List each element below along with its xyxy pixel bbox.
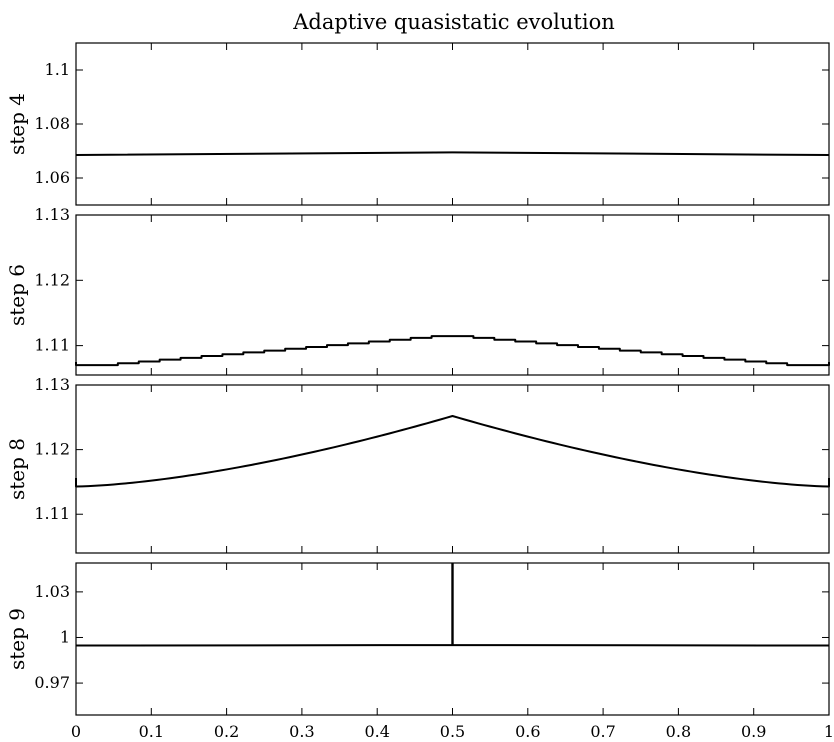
y-tick-label: 1.13 [34, 205, 70, 224]
y-axis-label: step 9 [5, 608, 29, 670]
y-tick-label: 1 [60, 627, 70, 646]
x-tick-label: 0.9 [741, 722, 766, 741]
y-axis-label: step 8 [5, 438, 29, 500]
y-tick-label: 1.12 [34, 270, 70, 289]
y-tick-label: 1.03 [34, 582, 70, 601]
axes-frame [75, 384, 830, 554]
x-tick-label: 0.5 [440, 722, 465, 741]
x-tick-label: 1 [824, 722, 834, 741]
y-tick-label: 1.11 [34, 504, 70, 523]
x-tick-label: 0.3 [289, 722, 314, 741]
y-tick-label: 1.11 [34, 336, 70, 355]
y-tick-label: 1.13 [34, 375, 70, 394]
x-tick-label: 0 [71, 722, 81, 741]
x-tick-label: 0.2 [214, 722, 239, 741]
y-tick-label: 1.1 [45, 60, 70, 79]
axes-frame [75, 214, 830, 376]
y-tick-label: 0.97 [34, 673, 70, 692]
y-axis-label: step 4 [5, 93, 29, 155]
chart-title: Adaptive quasistatic evolution [292, 10, 615, 34]
series-line [75, 335, 830, 367]
x-tick-label: 0.1 [139, 722, 164, 741]
x-tick-label: 0.7 [590, 722, 615, 741]
panel-1: 1.06 1.08 1.1 step 4 [5, 42, 830, 206]
y-axis-label: step 6 [5, 264, 29, 326]
axes-frame [75, 42, 830, 206]
panel-3: 1.11 1.12 1.13 step 8 [5, 375, 830, 554]
panel-2: 1.11 1.12 1.13 step 6 [5, 205, 830, 376]
y-tick-label: 1.08 [34, 114, 70, 133]
x-tick-label: 0.6 [515, 722, 540, 741]
series-line [75, 415, 830, 488]
x-tick-label: 0.4 [364, 722, 389, 741]
x-tick-label: 0.8 [666, 722, 691, 741]
x-tick-labels: 0 0.1 0.2 0.3 0.4 0.5 0.6 0.7 0.8 0.9 1 [71, 722, 834, 741]
panel-4: 0.97 1 1.03 step 9 [5, 562, 830, 716]
y-tick-label: 1.12 [34, 440, 70, 459]
series-line [75, 151, 830, 157]
y-tick-label: 1.06 [34, 168, 70, 187]
